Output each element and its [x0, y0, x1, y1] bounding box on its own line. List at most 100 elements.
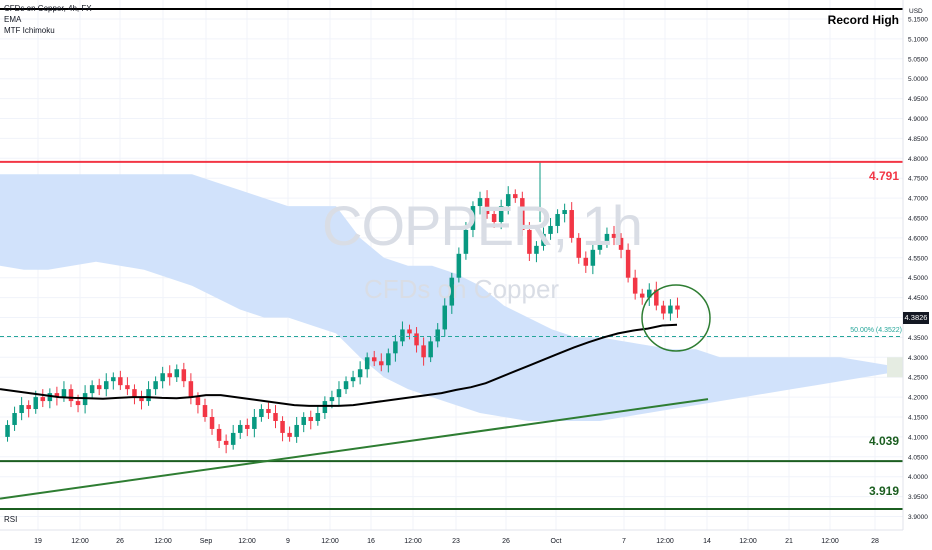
candle-body: [675, 305, 680, 310]
candle-body: [329, 397, 335, 402]
ichimoku-cloud: [0, 174, 903, 421]
candle-body: [160, 373, 165, 382]
candle-body: [491, 214, 497, 222]
candle-body: [407, 329, 412, 334]
price-tick-label: 4.9500: [908, 96, 928, 103]
candle-body: [548, 225, 553, 234]
candle-body: [96, 385, 102, 390]
candle-body: [19, 405, 24, 414]
price-tick-label: 4.8000: [908, 156, 928, 163]
candle-body: [61, 389, 67, 398]
time-tick-label: Sep: [200, 538, 213, 545]
candle-body: [435, 329, 440, 342]
price-tick-label: 4.0500: [908, 454, 928, 461]
price-tick-label: 3.9500: [908, 494, 928, 501]
candle-body: [357, 369, 363, 378]
time-tick-label: 9: [286, 538, 290, 545]
candle-body: [583, 257, 589, 266]
candle-body: [442, 305, 448, 330]
candle-body: [371, 357, 377, 362]
candle-body: [498, 206, 504, 222]
candle-body: [449, 277, 455, 306]
candle-body: [611, 233, 617, 238]
price-tick-label: 4.3500: [908, 335, 928, 342]
candle-body: [118, 377, 123, 386]
candle-body: [68, 389, 74, 402]
time-tick-label: 19: [34, 538, 42, 545]
price-tick-label: 4.2000: [908, 395, 928, 402]
candle-body: [125, 385, 130, 390]
candle-body: [209, 417, 215, 429]
candles: [5, 162, 680, 454]
time-tick-label: 12:00: [739, 538, 757, 545]
price-tick-label: 4.1000: [908, 434, 928, 441]
legend-title: CFDs on Copper, 4h, FX: [4, 4, 92, 13]
candle-body: [456, 253, 462, 278]
watermark-description: CFDs on Copper: [364, 274, 560, 304]
candle-body: [639, 293, 645, 298]
price-tick-label: 4.3000: [908, 355, 928, 362]
candle-body: [89, 385, 95, 394]
candle-body: [576, 237, 582, 258]
price-tick-label: 4.0000: [908, 474, 928, 481]
price-tick-label: 5.1500: [908, 17, 928, 24]
time-tick-label: 12:00: [321, 538, 339, 545]
candle-body: [555, 214, 560, 226]
candle-body: [273, 413, 278, 421]
candle-body: [477, 198, 483, 207]
highlight-circle: [641, 284, 711, 352]
candle-body: [294, 424, 299, 437]
time-tick-label: 28: [871, 538, 879, 545]
time-tick-label: 12:00: [238, 538, 256, 545]
horizontal-levels: [0, 8, 903, 510]
candle-body: [421, 345, 426, 358]
currency-label: USD: [909, 8, 923, 15]
candle-body: [259, 409, 264, 417]
candle-body: [174, 369, 180, 378]
candle-body: [534, 245, 539, 254]
candle-body: [216, 428, 222, 441]
time-tick-label: 14: [703, 538, 711, 545]
price-tick-label: 5.1000: [908, 36, 928, 43]
candle-body: [202, 405, 208, 417]
candle-body: [5, 424, 10, 437]
candle-body: [513, 194, 518, 199]
legend-ichimoku: MTF Ichimoku: [4, 26, 55, 35]
time-tick-label: 12:00: [821, 538, 839, 545]
candle-body: [139, 397, 144, 402]
record-high-label: Record High: [827, 13, 899, 27]
candle-body: [40, 397, 46, 402]
time-axis: 19 12:00 26 12:00 Sep 12:00 9 12:00 16 12:00 23 26 O…: [0, 529, 903, 545]
candle-body: [322, 401, 328, 414]
candle-body: [266, 409, 271, 414]
price-tick-label: 4.5500: [908, 255, 928, 262]
candle-body: [625, 249, 631, 278]
candle-body: [195, 397, 201, 406]
price-tick-label: 4.4500: [908, 295, 928, 302]
candle-body: [400, 329, 405, 342]
time-tick-label: 26: [116, 538, 124, 545]
candle-body: [527, 229, 532, 254]
price-tick-label: 4.6000: [908, 235, 928, 242]
candle-body: [12, 413, 17, 425]
time-tick-label: 12:00: [656, 538, 674, 545]
time-tick-label: 21: [785, 538, 793, 545]
candle-body: [280, 420, 285, 433]
candle-body: [414, 333, 419, 346]
candle-body: [188, 381, 194, 398]
rsi-label: RSI: [4, 515, 18, 524]
candle-body: [604, 233, 610, 242]
time-tick-label: Oct: [551, 538, 562, 545]
price-tick-label: 4.7000: [908, 196, 928, 203]
candle-body: [647, 289, 652, 298]
time-tick-label: 23: [452, 538, 460, 545]
price-tick-label: 4.8500: [908, 136, 928, 143]
candle-body: [146, 389, 151, 402]
level-label-3919: 3.919: [868, 484, 899, 498]
candle-body: [520, 198, 525, 230]
candle-body: [463, 229, 469, 254]
candle-body: [252, 417, 257, 429]
candle-body: [590, 249, 596, 266]
candle-body: [618, 237, 624, 250]
